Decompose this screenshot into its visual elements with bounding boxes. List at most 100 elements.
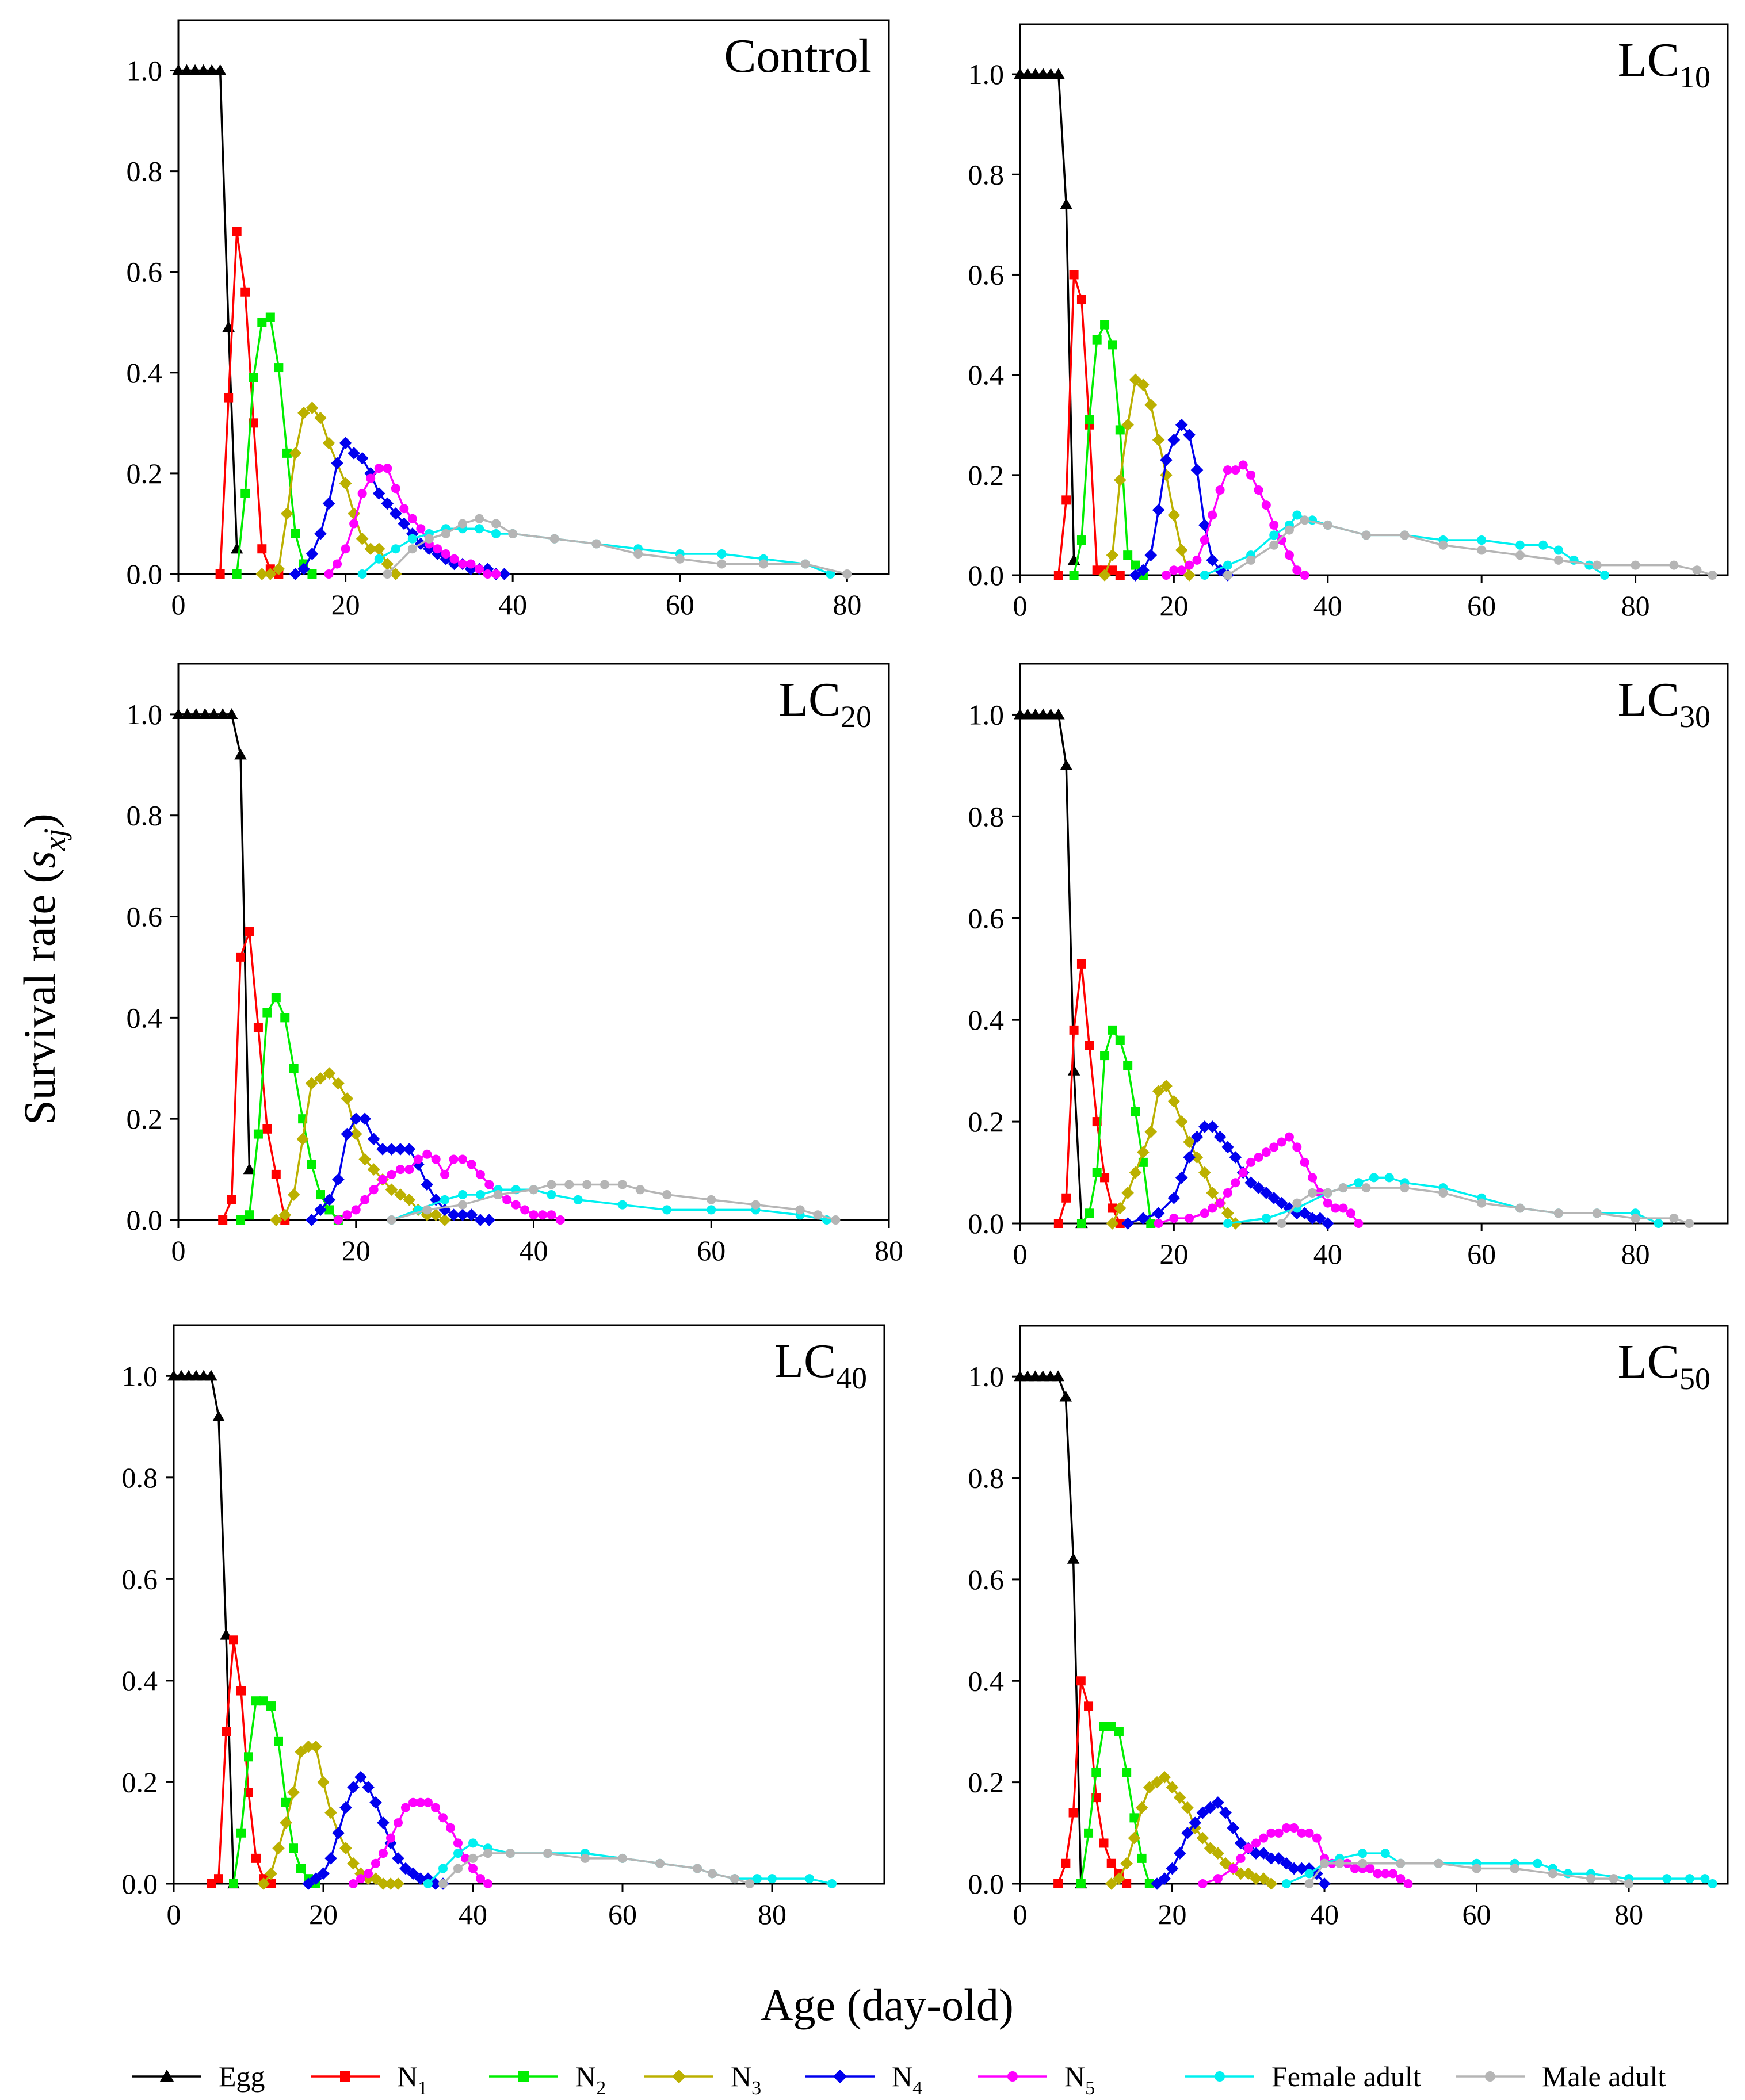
data-point xyxy=(1380,1849,1390,1858)
data-point xyxy=(1166,1781,1179,1794)
data-point xyxy=(387,1215,396,1225)
data-point xyxy=(190,708,203,720)
plot-frame xyxy=(1019,23,1729,576)
data-point xyxy=(1106,549,1119,561)
data-point xyxy=(372,487,385,500)
data-point xyxy=(1234,1837,1247,1850)
data-point xyxy=(1189,1816,1201,1829)
data-point xyxy=(1229,1151,1242,1164)
data-point xyxy=(1318,1877,1331,1890)
x-tick-label: 40 xyxy=(1313,1238,1342,1270)
data-point xyxy=(379,1849,388,1858)
data-point xyxy=(394,1188,407,1201)
data-point xyxy=(1236,1853,1246,1863)
data-point xyxy=(305,1214,318,1226)
data-point xyxy=(1206,1187,1219,1199)
x-tick-label: 40 xyxy=(520,1234,548,1267)
data-point xyxy=(403,1143,416,1156)
data-point xyxy=(1085,1208,1094,1218)
data-point xyxy=(1335,1858,1345,1868)
data-point xyxy=(1169,1214,1179,1223)
y-tick-label: 0.0 xyxy=(127,1204,163,1236)
panel-title-subscript: 40 xyxy=(836,1361,867,1395)
y-tick-label: 1.0 xyxy=(127,698,163,730)
data-point xyxy=(1219,1806,1232,1819)
data-point xyxy=(529,1185,539,1195)
data-point xyxy=(369,1796,382,1809)
legend-label-subscript: 2 xyxy=(596,2078,606,2099)
data-point xyxy=(281,1797,291,1807)
data-point xyxy=(1669,560,1679,570)
data-point xyxy=(1538,540,1548,550)
data-point xyxy=(1300,1157,1309,1167)
series-n4 xyxy=(1129,418,1234,582)
y-tick-label: 0.0 xyxy=(968,1207,1005,1240)
data-point xyxy=(272,563,285,576)
panel-title: Control xyxy=(724,29,872,83)
data-point xyxy=(1173,1791,1186,1804)
x-tick-label: 80 xyxy=(875,1234,903,1267)
series-n1 xyxy=(1053,1676,1132,1888)
data-point xyxy=(356,452,369,465)
y-tick-label: 0.6 xyxy=(127,901,163,933)
data-point xyxy=(1144,549,1158,561)
data-point xyxy=(407,1867,419,1880)
data-point xyxy=(491,569,501,579)
series-n5 xyxy=(1198,1823,1413,1888)
data-point xyxy=(1272,1852,1285,1865)
data-point xyxy=(180,64,193,75)
data-point xyxy=(466,559,476,569)
data-point xyxy=(1669,1214,1679,1223)
x-tick-label: 40 xyxy=(1310,1898,1339,1930)
data-point xyxy=(362,1872,375,1885)
data-point xyxy=(468,1864,478,1873)
data-point xyxy=(1243,1843,1253,1853)
data-point xyxy=(826,569,835,579)
panel-title-main: Control xyxy=(724,29,872,83)
data-point xyxy=(386,1833,395,1843)
data-point xyxy=(306,401,319,414)
x-tick-label: 60 xyxy=(1463,1898,1491,1930)
y-tick-label: 0.4 xyxy=(968,359,1005,391)
panel-title-main: LC xyxy=(774,1334,836,1388)
data-point xyxy=(1114,1727,1124,1736)
data-point xyxy=(1662,1874,1672,1884)
data-point xyxy=(1592,560,1602,570)
data-point xyxy=(1135,1801,1148,1814)
data-point xyxy=(1260,1187,1273,1199)
data-point xyxy=(272,1842,285,1855)
legend-label-main: Male adult xyxy=(1542,2060,1666,2093)
data-point xyxy=(1251,1838,1261,1848)
data-point xyxy=(289,568,302,580)
data-point xyxy=(349,1879,358,1888)
data-point xyxy=(1300,515,1309,525)
data-point xyxy=(1269,520,1279,530)
data-point xyxy=(1350,1864,1360,1873)
data-point xyxy=(392,1852,404,1865)
data-point xyxy=(475,564,484,574)
data-point xyxy=(1257,1872,1270,1885)
legend-label-subscript: 4 xyxy=(912,2078,922,2099)
data-point xyxy=(384,1877,397,1890)
data-point xyxy=(1277,1137,1286,1147)
series-male-adult xyxy=(1223,515,1717,580)
data-point xyxy=(1152,503,1165,517)
data-point xyxy=(1167,508,1181,522)
data-point xyxy=(307,569,317,579)
data-point xyxy=(483,1849,492,1858)
data-point xyxy=(332,1826,345,1839)
data-point xyxy=(1280,1857,1293,1870)
legend-label: N4 xyxy=(892,2060,922,2099)
legend-marker xyxy=(1007,2071,1018,2082)
data-point xyxy=(1369,1173,1379,1183)
data-point xyxy=(1515,550,1525,560)
data-point xyxy=(172,708,185,720)
data-point xyxy=(753,1874,762,1884)
data-point xyxy=(1190,1151,1204,1164)
data-point xyxy=(730,1874,739,1884)
data-point xyxy=(475,514,484,523)
series-n1 xyxy=(207,1635,276,1888)
data-point xyxy=(423,1797,433,1807)
data-point xyxy=(257,544,267,554)
data-point xyxy=(453,1838,463,1848)
